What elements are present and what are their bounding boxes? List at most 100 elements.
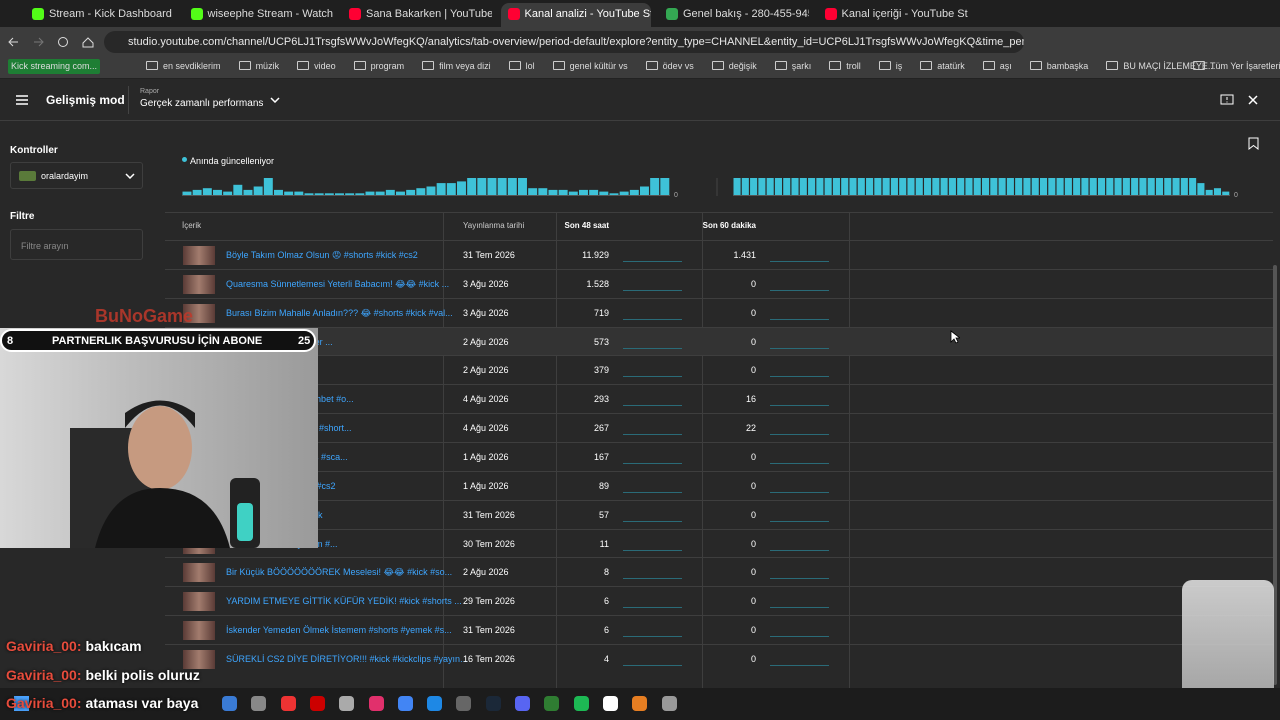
taskbar-icon[interactable] [222, 696, 237, 711]
url-field[interactable]: studio.youtube.com/channel/UCP6LJ1Trsgfs… [104, 31, 1024, 53]
table-row[interactable]: İskender Yemeden Ölmek İstemem #shorts #… [165, 615, 1273, 645]
bookmark[interactable]: film veya dizi [422, 61, 491, 71]
taskbar-icon[interactable] [485, 696, 501, 711]
taskbar-icon[interactable] [339, 696, 355, 711]
publish-date: 1 Ağu 2026 [463, 480, 509, 491]
column-divider [443, 212, 444, 688]
axis-zero: 0 [674, 192, 678, 199]
bookmark-label: iş [895, 61, 903, 71]
taskbar-icon[interactable] [602, 696, 618, 711]
feedback-icon[interactable] [1220, 94, 1234, 106]
start-button[interactable] [14, 696, 29, 711]
table-row[interactable]: Burası Bizim Mahalle Anladın??? 😂 #short… [165, 297, 1273, 328]
bookmark[interactable]: en sevdiklerim [146, 61, 221, 71]
sparkline [623, 491, 682, 493]
realtime-bar [799, 178, 807, 195]
browser-tab[interactable]: Kanal analizi - YouTube Studio [500, 3, 651, 27]
taskbar-icon[interactable] [661, 696, 677, 711]
realtime-bar [1139, 178, 1147, 195]
taskbar-icon[interactable] [573, 696, 589, 711]
video-title[interactable]: SÜREKLİ CS2 DİYE DİRETİYOR!!! #kick #kic… [226, 653, 468, 664]
views-60m: 0 [750, 365, 756, 376]
taskbar-icon[interactable] [251, 696, 267, 711]
taskbar-icon[interactable] [632, 696, 648, 711]
bookmark[interactable]: video [297, 61, 336, 71]
close-icon[interactable] [1248, 95, 1258, 105]
bookmark[interactable]: lol [508, 61, 535, 71]
video-title[interactable]: Quaresma Sünnetlemesi Yeterli Babacım! 😂… [226, 278, 450, 289]
browser-tab[interactable]: Genel bakış - 280-455-9452 - G... [659, 3, 809, 27]
browser-tab[interactable]: wiseephe Stream - Watch Live ... [184, 3, 334, 27]
video-title[interactable]: YARDIM ETMEYE GİTTİK KÜFÜR YEDİK! #kick … [226, 596, 462, 607]
realtime-bar [538, 188, 548, 195]
browser-tab[interactable]: Kanal içeriği - YouTube Studio [818, 3, 968, 27]
bookmark[interactable]: iş [878, 61, 903, 71]
bookmark-label: değişik [728, 61, 757, 71]
column-divider [849, 212, 850, 688]
sparkline [770, 520, 829, 522]
bookmark[interactable]: Kick streaming com... [8, 59, 101, 74]
views-60m: 1.431 [733, 250, 756, 260]
column-header[interactable]: İçerik [182, 221, 202, 230]
column-header[interactable]: Son 60 dakika [702, 221, 756, 230]
views-60m: 0 [750, 307, 756, 318]
table-row[interactable]: Anladıııııınnnn?? 😡😂 #short...4 Ağu 2026… [165, 413, 1273, 443]
video-title[interactable]: Böyle Takım Olmaz Olsun 😡 #shorts #kick … [226, 250, 418, 260]
table-row[interactable]: 😂 #kick #oyun #shorts #sca...1 Ağu 20261… [165, 441, 1273, 472]
tab-bar: Stream - Kick Dashboard wiseephe Stream -… [0, 0, 1280, 27]
taskbar-icon[interactable] [368, 696, 384, 711]
channel-select[interactable]: oralardayim [10, 162, 143, 189]
realtime-bar [304, 193, 314, 195]
table-row[interactable]: YARDIM ETMEYE GİTTİK KÜFÜR YEDİK! #kick … [165, 586, 1273, 616]
bookmark[interactable]: müzik [238, 61, 279, 71]
bookmark-label: en sevdiklerim [163, 61, 221, 71]
bookmark[interactable]: Tüm Yer İşaretleri [1193, 61, 1280, 71]
bookmark[interactable]: troll [829, 61, 861, 71]
table-row[interactable]: ktun mu? 😂 #kick #sohbet #o...4 Ağu 2026… [165, 384, 1273, 414]
bookmark[interactable]: bambaşka [1029, 61, 1088, 71]
report-name[interactable]: Gerçek zamanlı performans [140, 98, 264, 109]
filter-input[interactable]: Filtre arayın [10, 229, 143, 260]
bookmark-icon[interactable] [1248, 137, 1259, 150]
folder-icon [1029, 61, 1042, 70]
bookmark[interactable]: aşı [982, 61, 1012, 71]
video-title[interactable]: Burası Bizim Mahalle Anladın??? 😂 #short… [226, 307, 453, 318]
column-header[interactable]: Son 48 saat [564, 221, 609, 230]
taskbar-icon[interactable] [544, 696, 560, 711]
taskbar-icon[interactable] [427, 696, 443, 711]
bookmark[interactable]: şarkı [774, 61, 811, 71]
column-header[interactable]: Yayınlanma tarihi [463, 221, 525, 230]
bookmark[interactable]: BU MAÇI İZLEMEYE... [1106, 61, 1215, 71]
taskbar-icon[interactable] [515, 696, 530, 711]
dropdown-arrow[interactable] [270, 97, 280, 103]
video-title[interactable]: Bir Küçük BÖÖÖÖÖÖÖREK Meselesi! 😂😂 #kick… [226, 567, 453, 578]
bookmark[interactable]: değişik [711, 61, 757, 71]
table-row[interactable]: Böyle Takım Olmaz Olsun 😡 #shorts #kick … [165, 240, 1273, 270]
browser-tab[interactable]: Sana Bakarken | YouTube M... [342, 3, 492, 27]
nav-buttons[interactable] [8, 34, 98, 50]
table-row[interactable]: SÜREKLİ CS2 DİYE DİRETİYOR!!! #kick #kic… [165, 643, 1273, 674]
realtime-bar [263, 178, 273, 195]
table-row[interactable]: Quaresma Sünnetlemesi Yeterli Babacım! 😂… [165, 268, 1273, 299]
table-row[interactable]: Bir Küçük BÖÖÖÖÖÖÖREK Meselesi! 😂😂 #kick… [165, 557, 1273, 587]
browser-tab[interactable]: Stream - Kick Dashboard [25, 3, 175, 27]
taskbar-icon[interactable] [397, 696, 413, 711]
bookmark[interactable]: ödev vs [645, 61, 694, 71]
menu-icon[interactable] [16, 95, 28, 105]
folder-icon [920, 61, 933, 70]
taskbar-icon[interactable] [309, 696, 325, 711]
views-60m: 0 [750, 653, 756, 664]
taskbar-icon[interactable] [280, 696, 296, 711]
taskbar-icon[interactable] [456, 696, 472, 711]
bookmark[interactable]: program [353, 61, 404, 71]
video-title[interactable]: İskender Yemeden Ölmek İstemem #shorts #… [226, 625, 452, 636]
views-48h: 379 [593, 365, 609, 376]
bookmark[interactable]: atatürk [920, 61, 965, 71]
views-48h: 89 [598, 480, 609, 491]
bookmark[interactable]: genel kültür vs [552, 61, 628, 71]
